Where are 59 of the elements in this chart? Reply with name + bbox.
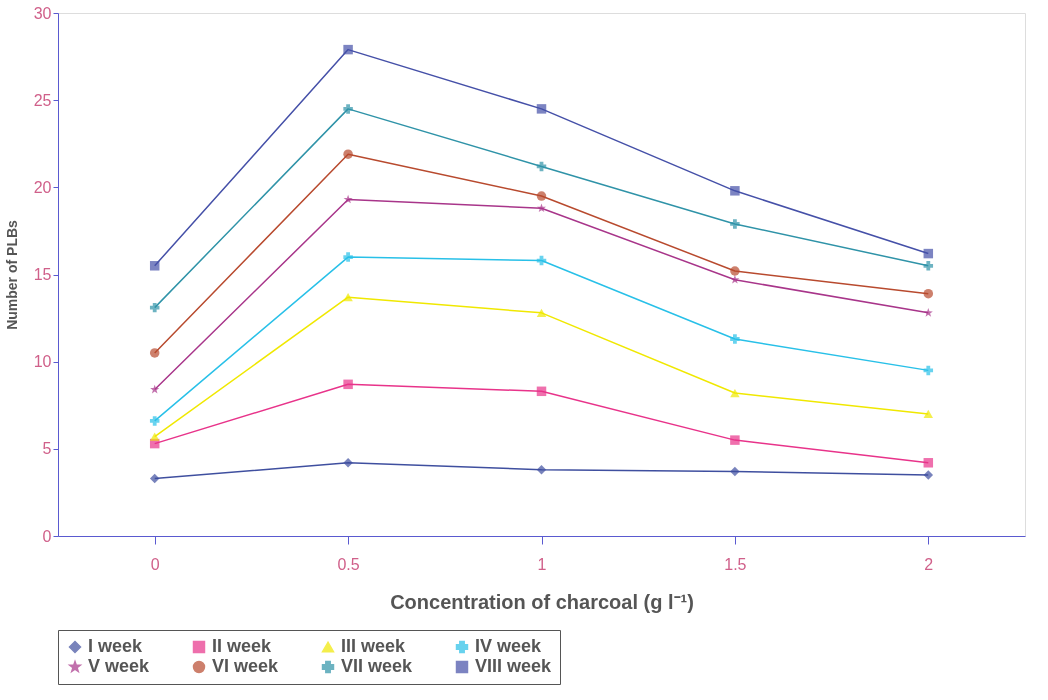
legend-label: VII week <box>341 656 414 676</box>
point <box>923 458 934 468</box>
x-tick-label: 2 <box>924 555 934 573</box>
legend-label: III week <box>341 636 407 656</box>
point <box>149 432 160 441</box>
point <box>536 308 547 317</box>
point <box>149 302 160 313</box>
legend-label: VIII week <box>475 656 553 676</box>
y-tick-label: 20 <box>33 178 52 196</box>
point <box>536 104 547 114</box>
point <box>343 379 353 390</box>
point <box>343 44 353 55</box>
y-tick-label: 25 <box>33 91 52 109</box>
point <box>343 293 353 302</box>
point <box>923 365 934 376</box>
x-tick-label: 0 <box>150 555 160 573</box>
point <box>149 261 160 271</box>
point <box>343 194 353 204</box>
point <box>730 219 740 229</box>
y-tick-label: 15 <box>33 266 52 283</box>
x-axis-title: Concentration of charcoal (g l⁻¹) <box>390 590 694 613</box>
legend-label: IV week <box>475 636 543 656</box>
y-tick-label: 10 <box>33 353 52 371</box>
point <box>730 466 740 477</box>
point <box>149 473 160 484</box>
y-tick-label: 30 <box>33 4 52 22</box>
point <box>149 416 160 426</box>
x-tick-label: 1 <box>537 555 547 573</box>
point <box>923 288 934 299</box>
point <box>923 248 934 259</box>
point <box>923 308 933 317</box>
point <box>536 386 547 397</box>
point <box>343 149 353 159</box>
y-axis-title: Number of PLBs <box>3 219 20 330</box>
y-tick-label: 5 <box>42 440 52 458</box>
legend-label: I week <box>88 636 144 656</box>
point <box>730 334 740 344</box>
point <box>536 465 547 475</box>
x-tick-label: 1.5 <box>724 555 747 573</box>
point <box>149 348 160 358</box>
point <box>343 458 353 468</box>
legend-label: II week <box>212 636 273 656</box>
legend-label: V week <box>88 656 151 676</box>
point <box>150 384 160 394</box>
y-tick-label: 0 <box>42 527 52 545</box>
point <box>730 274 740 284</box>
legend-label: VI week <box>212 656 280 676</box>
point <box>536 203 547 213</box>
x-tick-label: 0.5 <box>337 555 360 573</box>
point <box>730 266 740 276</box>
point <box>730 388 740 398</box>
point <box>923 261 934 271</box>
point <box>923 470 934 480</box>
point <box>730 186 740 196</box>
point <box>343 252 353 262</box>
point <box>730 435 740 445</box>
point <box>923 409 934 419</box>
point <box>536 191 547 201</box>
point <box>343 104 353 114</box>
